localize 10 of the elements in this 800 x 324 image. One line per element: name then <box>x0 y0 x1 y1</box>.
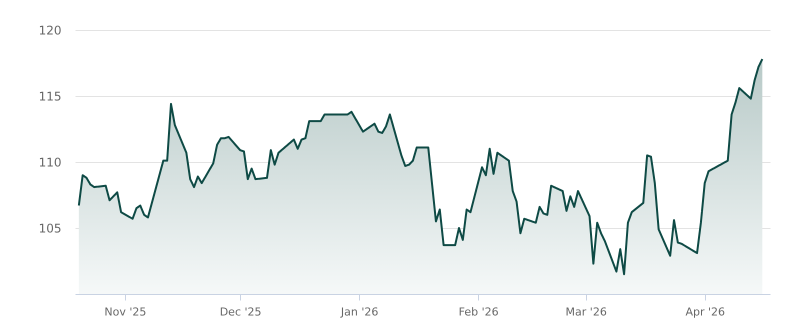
y-tick-label: 115 <box>38 90 62 104</box>
x-tick-label: Mar '26 <box>566 306 607 318</box>
x-tick-label: Nov '25 <box>104 306 146 318</box>
y-tick-label: 105 <box>38 222 62 236</box>
y-tick-label: 120 <box>38 24 62 38</box>
x-tick-label: Feb '26 <box>458 306 499 318</box>
y-tick-label: 110 <box>38 156 62 170</box>
x-tick-label: Jan '26 <box>340 306 378 318</box>
x-tick-label: Dec '25 <box>220 306 262 318</box>
x-tick-label: Apr '26 <box>685 306 726 318</box>
